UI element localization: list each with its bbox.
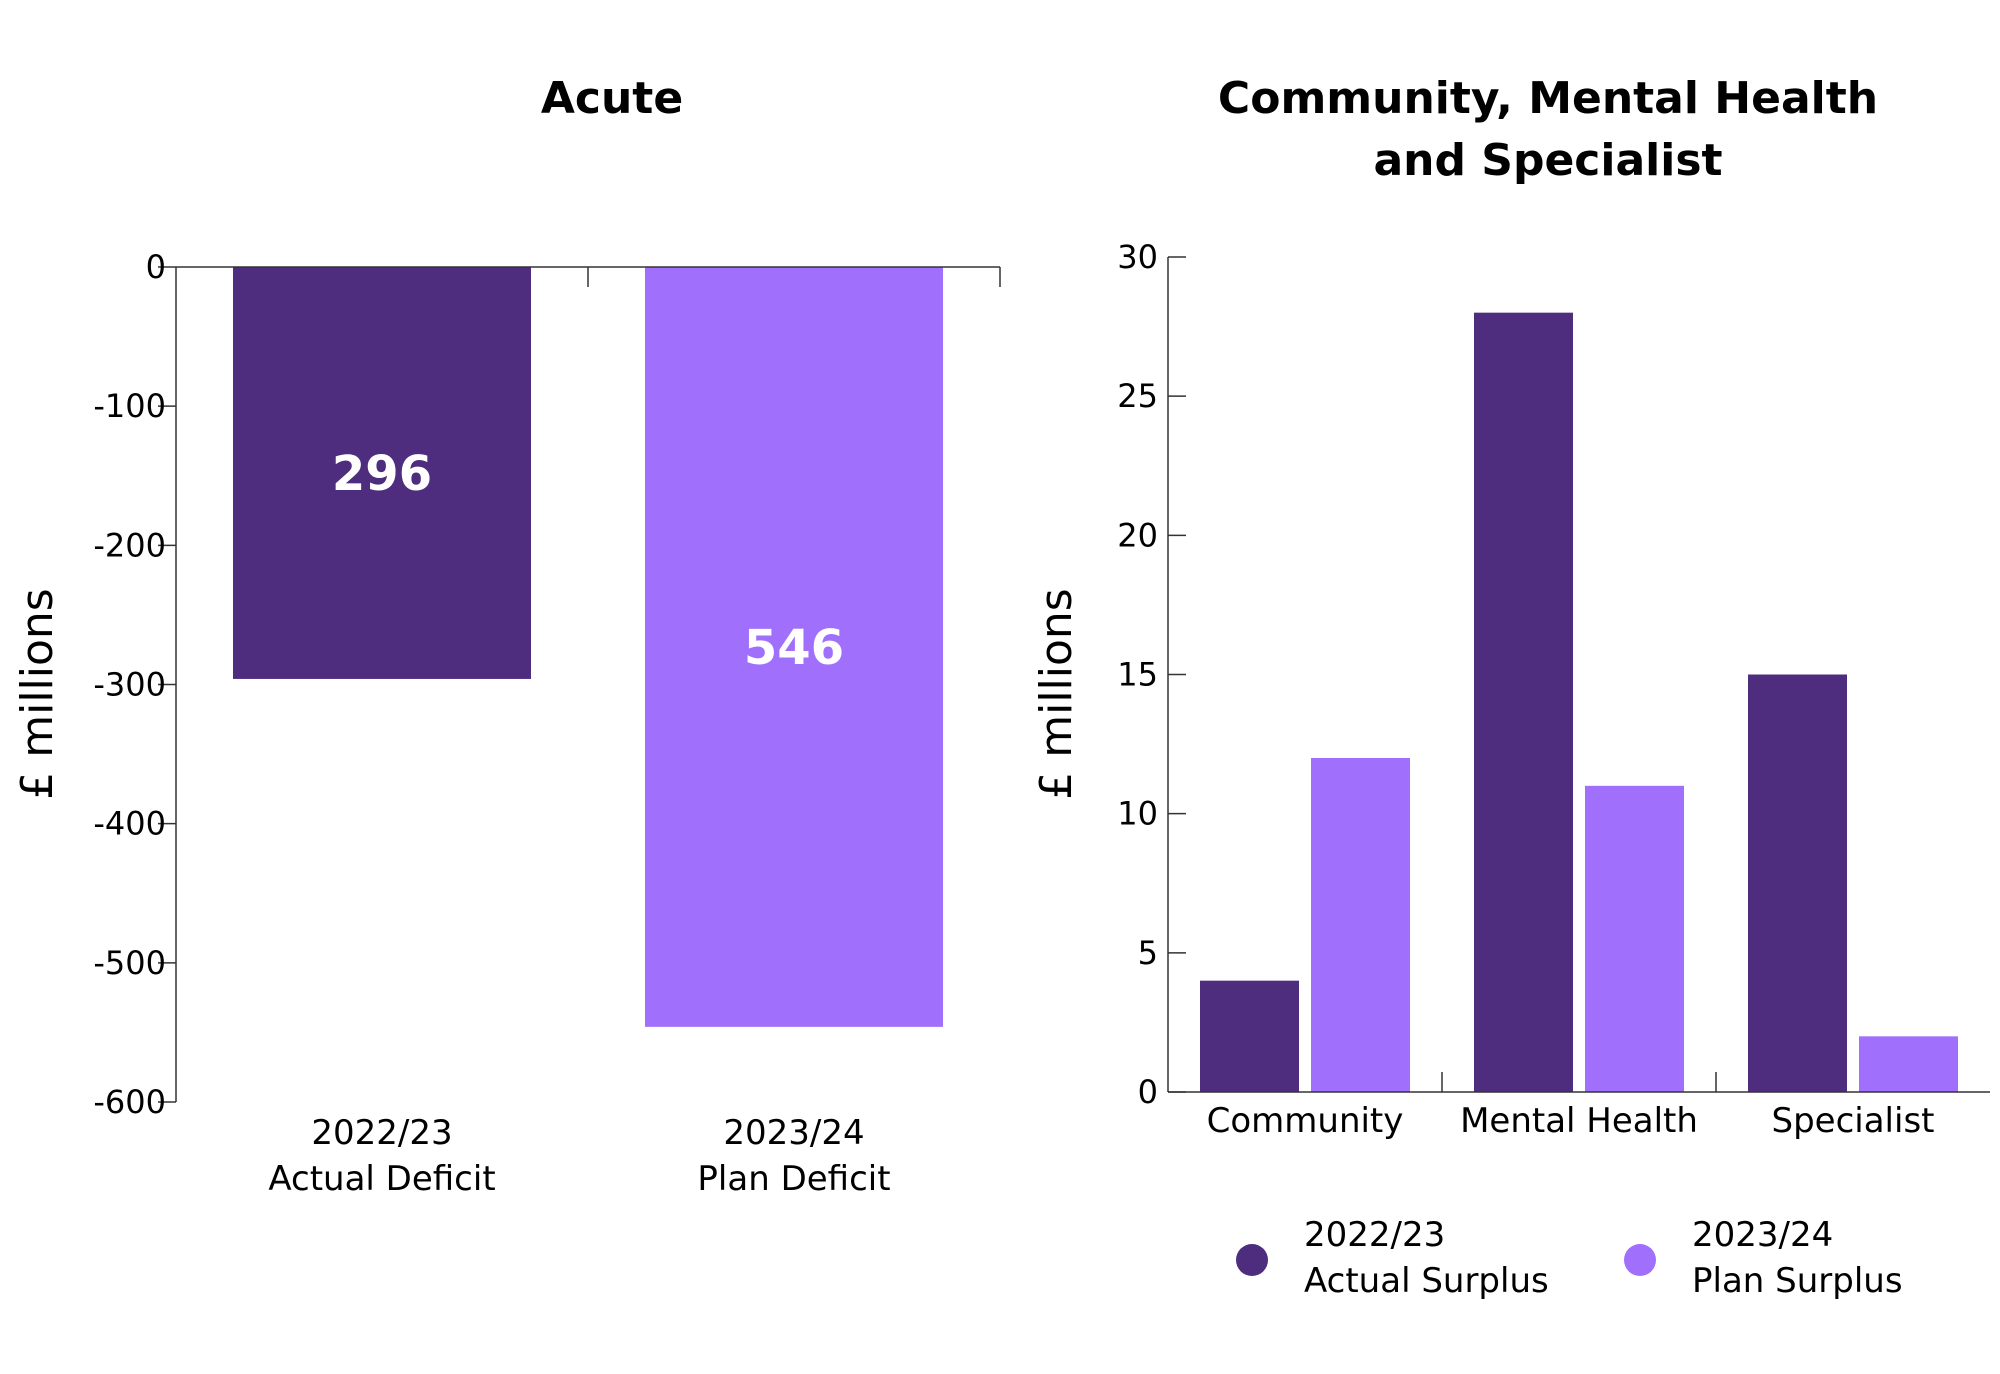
cmhs-y-tick-label: 30 <box>1117 238 1158 276</box>
acute-bars <box>233 267 943 1027</box>
acute-y-tick-label: -100 <box>93 387 166 425</box>
acute-x-category-label: 2022/23 <box>311 1113 452 1153</box>
acute-y-tick-label: -400 <box>93 805 166 843</box>
cmhs-y-ticks: 0 5 10 15 20 25 30 <box>1117 238 1186 1111</box>
acute-x-categories: 2022/23 Actual Deficit 2023/24 Plan Deficit <box>268 1113 890 1199</box>
acute-data-label-0: 296 <box>332 446 432 502</box>
cmhs-bar-s0-c0 <box>1200 980 1299 1092</box>
acute-y-axis-label: £ millions <box>12 588 63 799</box>
cmhs-bar-s1-c1 <box>1585 785 1684 1092</box>
legend-label-line-1: 2023/24 <box>1692 1215 1833 1255</box>
cmhs-bar-s0-c2 <box>1748 674 1847 1092</box>
cmhs-bar-s1-c0 <box>1311 758 1410 1092</box>
cmhs-chart: Community, Mental Health and Specialist … <box>1031 73 1990 1301</box>
acute-bar-1 <box>645 267 943 1027</box>
cmhs-y-tick-label: 10 <box>1117 795 1158 833</box>
cmhs-chart-title-line-2: and Specialist <box>1373 135 1722 186</box>
cmhs-x-category-label: Mental Health <box>1460 1101 1698 1141</box>
cmhs-y-tick-label: 5 <box>1138 934 1158 972</box>
cmhs-x-category-label: Community <box>1207 1101 1404 1141</box>
acute-chart-title: Acute <box>541 73 683 124</box>
acute-x-category-label: Actual Deficit <box>268 1159 495 1199</box>
acute-y-tick-label: -500 <box>93 944 166 982</box>
acute-y-tick-label: -300 <box>93 666 166 704</box>
acute-y-tick-label: -600 <box>93 1083 166 1121</box>
cmhs-bar-s1-c2 <box>1859 1036 1958 1092</box>
acute-data-label-1: 546 <box>744 620 844 676</box>
cmhs-chart-title-line-1: Community, Mental Health <box>1218 73 1878 124</box>
legend-label-line-2: Actual Surplus <box>1304 1261 1549 1301</box>
acute-y-tick-label: -200 <box>93 526 166 564</box>
acute-x-category-label: Plan Deficit <box>697 1159 890 1199</box>
acute-bar-0 <box>233 267 531 679</box>
cmhs-legend: 2022/23 Actual Surplus 2023/24 Plan Surplus <box>1236 1215 1903 1301</box>
cmhs-y-axis-label: £ millions <box>1031 588 1082 799</box>
legend-marker-dot <box>1236 1244 1268 1276</box>
acute-data-labels: 296 546 <box>332 446 844 676</box>
cmhs-y-tick-label: 15 <box>1117 656 1158 694</box>
cmhs-x-category-label: Specialist <box>1772 1101 1935 1141</box>
acute-y-ticks: 0 -100 -200 -300 -400 -500 -600 <box>93 248 176 1121</box>
cmhs-bar-s0-c1 <box>1474 312 1573 1093</box>
legend-marker-dot <box>1624 1244 1656 1276</box>
cmhs-bars <box>1200 312 1958 1093</box>
cmhs-legend-item-1: 2023/24 Plan Surplus <box>1624 1215 1903 1301</box>
cmhs-y-tick-label: 20 <box>1117 516 1158 554</box>
legend-label-line-2: Plan Surplus <box>1692 1261 1903 1301</box>
acute-y-tick-label: 0 <box>146 248 166 286</box>
cmhs-legend-item-0: 2022/23 Actual Surplus <box>1236 1215 1549 1301</box>
legend-label-line-1: 2022/23 <box>1304 1215 1445 1255</box>
cmhs-y-tick-label: 0 <box>1138 1073 1158 1111</box>
cmhs-x-categories: Community Mental Health Specialist <box>1207 1101 1935 1141</box>
cmhs-axes <box>1167 257 1990 1093</box>
acute-x-category-label: 2023/24 <box>723 1113 864 1153</box>
cmhs-y-tick-label: 25 <box>1117 377 1158 415</box>
acute-chart: Acute £ millions 0 -100 -200 -300 -400 -500 -6… <box>12 73 1001 1199</box>
